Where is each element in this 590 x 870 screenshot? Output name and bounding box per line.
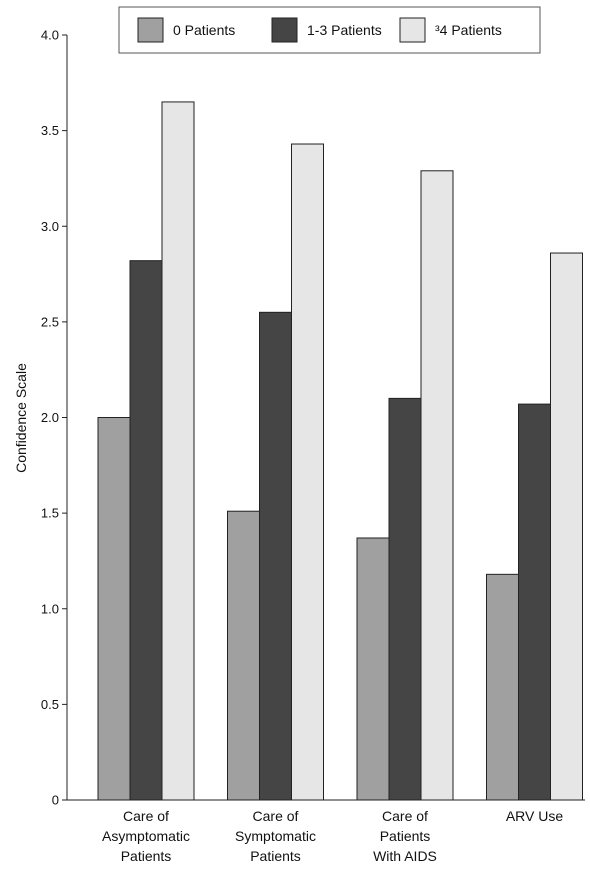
bar-four-plus-patients — [161, 101, 195, 801]
bar-one-to-three-patients — [518, 403, 551, 801]
bar-one-to-three-patients — [129, 260, 163, 801]
legend-box — [118, 6, 541, 54]
bar-zero-patients — [97, 417, 131, 801]
bar-one-to-three-patients — [259, 311, 292, 801]
x-category-label: Care of Symptomatic Patients — [235, 808, 316, 864]
y-tick-label: 3.5 — [41, 123, 59, 138]
y-tick-label: 0 — [52, 793, 59, 808]
bars — [97, 101, 583, 801]
axes: 0 0.5 1.0 1.5 2.0 2.5 3.0 3.5 4.0 Care of Asymptom… — [41, 28, 585, 864]
y-tick-label: 2.0 — [41, 410, 59, 425]
x-category-label: Care of Asymptomatic Patients — [102, 808, 190, 864]
legend-swatch — [271, 17, 298, 43]
y-tick-label: 2.5 — [41, 314, 59, 329]
y-tick-label: 1.0 — [41, 601, 59, 616]
legend-label: ³4 Patients — [435, 22, 502, 38]
y-tick-label: 1.5 — [41, 506, 59, 521]
y-tick-label: 4.0 — [41, 28, 59, 43]
bar-zero-patients — [486, 573, 519, 801]
y-tick-label: 0.5 — [41, 697, 59, 712]
legend-swatch — [137, 17, 164, 43]
y-tick-label: 3.0 — [41, 219, 59, 234]
x-category-label: Care of Patients With AIDS — [373, 808, 437, 864]
legend-label: 1-3 Patients — [307, 22, 382, 38]
bar-four-plus-patients — [420, 170, 454, 801]
bar-zero-patients — [227, 510, 260, 801]
x-category-label: ARV Use — [506, 808, 564, 824]
bar-one-to-three-patients — [388, 397, 422, 801]
y-axis-title: Confidence Scale — [13, 363, 29, 473]
bar-four-plus-patients — [550, 252, 583, 801]
legend: 0 Patients 1-3 Patients ³4 Patients — [118, 6, 541, 54]
bar-four-plus-patients — [291, 143, 324, 801]
legend-swatch — [399, 17, 426, 43]
legend-label: 0 Patients — [173, 22, 235, 38]
bar-zero-patients — [356, 537, 390, 801]
